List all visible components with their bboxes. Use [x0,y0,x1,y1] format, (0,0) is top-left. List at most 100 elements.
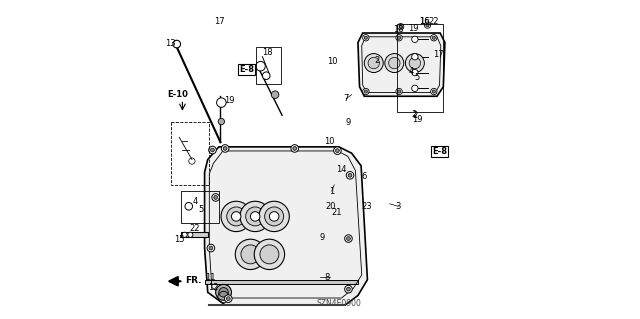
Circle shape [432,36,435,39]
Circle shape [412,69,418,76]
Circle shape [221,145,229,152]
Circle shape [265,207,284,226]
Circle shape [209,146,216,154]
Circle shape [397,36,401,39]
Circle shape [346,172,354,179]
Circle shape [347,237,350,241]
Circle shape [225,295,232,302]
Circle shape [399,25,402,28]
Circle shape [409,57,420,69]
Circle shape [412,36,418,42]
Text: 14: 14 [336,165,347,174]
Circle shape [214,196,218,199]
Text: 16: 16 [419,17,430,26]
Circle shape [396,88,402,95]
Text: 9: 9 [346,118,351,127]
Circle shape [188,232,193,237]
Circle shape [388,57,400,69]
Text: 3: 3 [396,202,401,211]
Circle shape [209,246,213,250]
Circle shape [256,62,266,71]
Text: 12: 12 [209,283,219,293]
Text: 22: 22 [429,17,439,26]
Text: 8: 8 [324,273,330,282]
Circle shape [173,40,180,48]
Circle shape [293,146,296,150]
Text: 9: 9 [319,234,325,242]
Circle shape [431,88,437,95]
Circle shape [250,212,260,221]
Circle shape [227,207,246,226]
Text: 5: 5 [415,73,420,82]
Circle shape [397,90,401,93]
Circle shape [211,148,214,152]
Circle shape [412,54,418,60]
Text: 19: 19 [408,24,419,33]
Circle shape [347,287,350,291]
Circle shape [254,239,285,270]
Text: 22: 22 [189,224,200,233]
Text: 13: 13 [165,39,176,48]
Circle shape [246,207,265,226]
Text: 6: 6 [361,172,366,181]
Text: E-10: E-10 [167,90,188,99]
Circle shape [185,203,193,210]
Text: SZN4E0900: SZN4E0900 [317,299,362,308]
Circle shape [363,34,369,41]
Circle shape [432,90,435,93]
Circle shape [240,201,270,232]
Text: FR.: FR. [186,276,202,285]
Circle shape [291,145,298,152]
Circle shape [345,235,352,242]
Text: 16: 16 [419,17,429,26]
Circle shape [216,285,232,300]
Text: 23: 23 [362,202,372,211]
Polygon shape [358,33,445,96]
Text: 18: 18 [393,25,404,34]
Polygon shape [205,147,367,305]
Circle shape [232,212,241,221]
Circle shape [227,297,230,300]
Text: 15: 15 [174,235,184,244]
Circle shape [385,54,404,72]
Circle shape [218,118,225,125]
Circle shape [396,34,402,41]
Circle shape [348,174,352,177]
Circle shape [424,22,431,28]
Circle shape [426,24,429,27]
Text: 18: 18 [262,48,273,57]
Text: 19: 19 [224,96,235,105]
Text: 4: 4 [193,197,198,206]
Circle shape [223,146,227,150]
Text: 2: 2 [374,56,380,65]
Circle shape [260,245,279,264]
Text: E-8: E-8 [239,65,254,74]
Circle shape [431,34,437,41]
Text: 21: 21 [332,208,342,217]
Circle shape [219,287,228,297]
Circle shape [207,244,214,252]
Polygon shape [181,232,208,237]
Text: 2: 2 [412,111,417,120]
Circle shape [364,54,383,72]
Circle shape [269,212,279,221]
Circle shape [236,239,266,270]
Text: 5: 5 [198,205,204,214]
Circle shape [216,98,226,107]
Text: 17: 17 [433,50,444,59]
Circle shape [221,201,252,232]
Text: 10: 10 [324,137,335,146]
Circle shape [333,147,341,154]
Circle shape [335,149,339,152]
Text: 7: 7 [343,94,349,103]
Circle shape [212,194,220,201]
Circle shape [364,90,367,93]
Circle shape [412,85,418,92]
Circle shape [271,91,279,99]
Text: 1: 1 [329,187,334,196]
Polygon shape [205,280,358,285]
Circle shape [345,286,352,293]
Text: E-8: E-8 [432,147,447,156]
Circle shape [364,36,367,39]
Circle shape [182,232,187,237]
